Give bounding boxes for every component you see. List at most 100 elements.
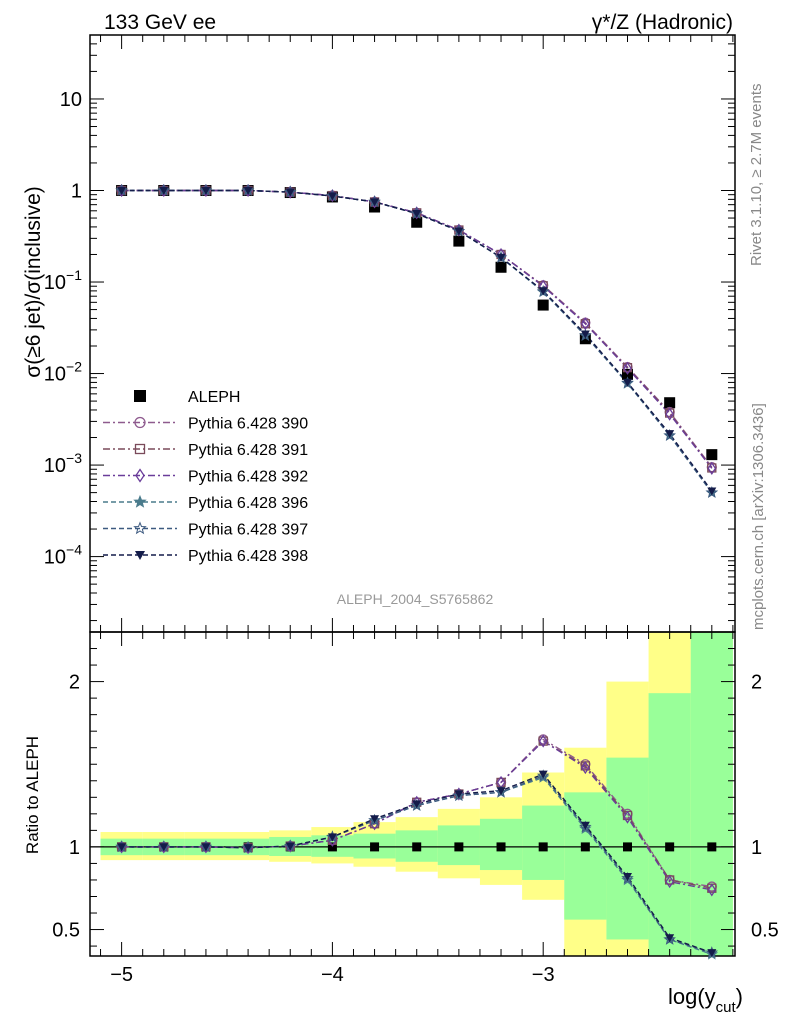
x-axis-label-subscript: cut — [716, 999, 737, 1016]
main-y-tick-label-base: 10 — [44, 547, 66, 569]
main-series — [115, 183, 719, 498]
aleph-data-point — [411, 216, 423, 228]
legend-label: ALEPH — [188, 389, 240, 406]
main-y-tick-label: 1 — [71, 180, 82, 202]
pythia-data-point — [285, 188, 295, 197]
ratio-series-line — [121, 773, 713, 954]
pythia-ratio-point — [538, 734, 548, 748]
pythia-data-point — [665, 407, 675, 421]
pythia-ratio-point — [201, 843, 211, 852]
pythia-data-point — [623, 361, 632, 375]
aleph-ratio-point — [580, 842, 590, 852]
aleph-data-point — [453, 235, 465, 247]
pythia-ratio-point — [327, 833, 337, 842]
pythia-data-point — [412, 209, 422, 219]
main-y-tick-label-exponent: −4 — [66, 542, 82, 558]
pythia-ratio-point — [370, 815, 380, 824]
aleph-data-point — [579, 333, 591, 345]
legend-marker — [135, 551, 145, 560]
pythia-data-point — [243, 186, 253, 195]
pythia-ratio-point — [496, 787, 506, 796]
main-y-tick-label: 10 — [60, 89, 82, 111]
pythia-data-point — [454, 227, 464, 236]
main-y-tick-label-base: 10 — [44, 272, 66, 294]
legend-label: Pythia 6.428 397 — [188, 522, 308, 539]
pythia-ratio-point — [580, 821, 590, 830]
analysis-label: ALEPH_2004_S5765862 — [337, 591, 494, 607]
main-y-axis-label: σ(≥6 jet)/σ(inclusive) — [22, 186, 45, 377]
main-y-tick-label: 10−4 — [44, 542, 82, 569]
aleph-ratio-point — [496, 842, 506, 852]
aleph-ratio-point — [623, 842, 632, 852]
ratio-y-tick-label: 1 — [69, 837, 80, 859]
pythia-data-point — [496, 253, 506, 262]
pythia-ratio-point — [665, 934, 675, 943]
legend-marker — [134, 443, 146, 455]
aleph-ratio-point — [665, 842, 675, 852]
aleph-ratio-point — [454, 842, 464, 852]
pythia-data-point — [538, 287, 548, 296]
pythia-data-point — [117, 186, 127, 195]
pythia-ratio-point — [117, 843, 127, 852]
ratio-series — [115, 734, 719, 960]
pythia-data-point — [623, 378, 632, 387]
legend-marker — [135, 468, 145, 483]
main-y-tick-label-exponent: −1 — [66, 267, 82, 283]
band-green-bin — [648, 693, 691, 956]
aleph-data-point — [706, 449, 718, 461]
main-panel-frame — [89, 34, 736, 633]
aleph-ratio-point — [370, 842, 380, 852]
ratio-panel-frame — [89, 631, 736, 957]
legend-label: Pythia 6.428 396 — [188, 495, 308, 512]
x-axis-label-close: ) — [736, 984, 743, 1009]
pythia-data-point — [707, 487, 717, 496]
ratio-y-axis-label: Ratio to ALEPH — [23, 736, 42, 854]
pythia-data-point — [201, 186, 211, 195]
rivet-side-label: Rivet 3.1.10, ≥ 2.7M events — [748, 84, 765, 267]
header-left-label: 133 GeV ee — [104, 11, 216, 34]
pythia-ratio-point — [580, 760, 590, 775]
pythia-data-point — [370, 198, 380, 207]
ratio-y-tick-label-right: 0.5 — [751, 920, 779, 942]
pythia-data-point — [665, 430, 675, 439]
pythia-ratio-point — [538, 770, 548, 779]
pythia-ratio-point — [454, 790, 464, 799]
ratio-y-tick-label: 2 — [69, 672, 80, 694]
aleph-ratio-point — [327, 842, 337, 852]
pythia-ratio-point — [623, 810, 632, 824]
aleph-ratio-point — [412, 842, 422, 852]
aleph-ratio-point — [707, 842, 717, 852]
pythia-ratio-point — [243, 844, 253, 853]
x-axis-label: log(ycut) — [668, 984, 743, 1016]
main-y-tick-label: 10−1 — [44, 267, 82, 294]
aleph-ratio-point — [538, 842, 548, 852]
main-y-tick-label-exponent: −3 — [66, 450, 82, 466]
pythia-data-point — [707, 461, 717, 475]
main-y-tick-label-base: 10 — [44, 364, 66, 386]
pythia-ratio-point — [665, 875, 675, 889]
x-tick-label: −3 — [532, 964, 555, 986]
pythia-data-point — [159, 186, 169, 195]
x-tick-label: −5 — [110, 964, 133, 986]
pythia-ratio-point — [707, 883, 717, 897]
legend-marker — [133, 494, 147, 508]
x-tick-label: −4 — [321, 964, 344, 986]
pythia-ratio-point — [623, 873, 632, 882]
pythia-data-point — [580, 330, 590, 339]
pythia-data-point — [327, 192, 337, 201]
legend-marker — [134, 390, 146, 402]
main-y-tick-label-exponent: −2 — [66, 359, 82, 375]
legend: ALEPH Pythia 6.428 390 Pythia 6.428 391 Pyt… — [103, 389, 308, 565]
band-green-bin — [690, 632, 733, 956]
ratio-y-tick-label: 0.5 — [52, 920, 80, 942]
ratio-y-tick-label-right: 1 — [751, 837, 762, 859]
pythia-ratio-point — [285, 842, 295, 851]
ratio-uncertainty-bands — [100, 632, 733, 956]
main-series-line — [121, 189, 713, 469]
legend-label: Pythia 6.428 398 — [188, 548, 308, 565]
header-right-label: γ*/Z (Hadronic) — [592, 11, 733, 34]
band-green-bin — [564, 792, 607, 920]
legend-label: Pythia 6.428 391 — [188, 442, 308, 459]
